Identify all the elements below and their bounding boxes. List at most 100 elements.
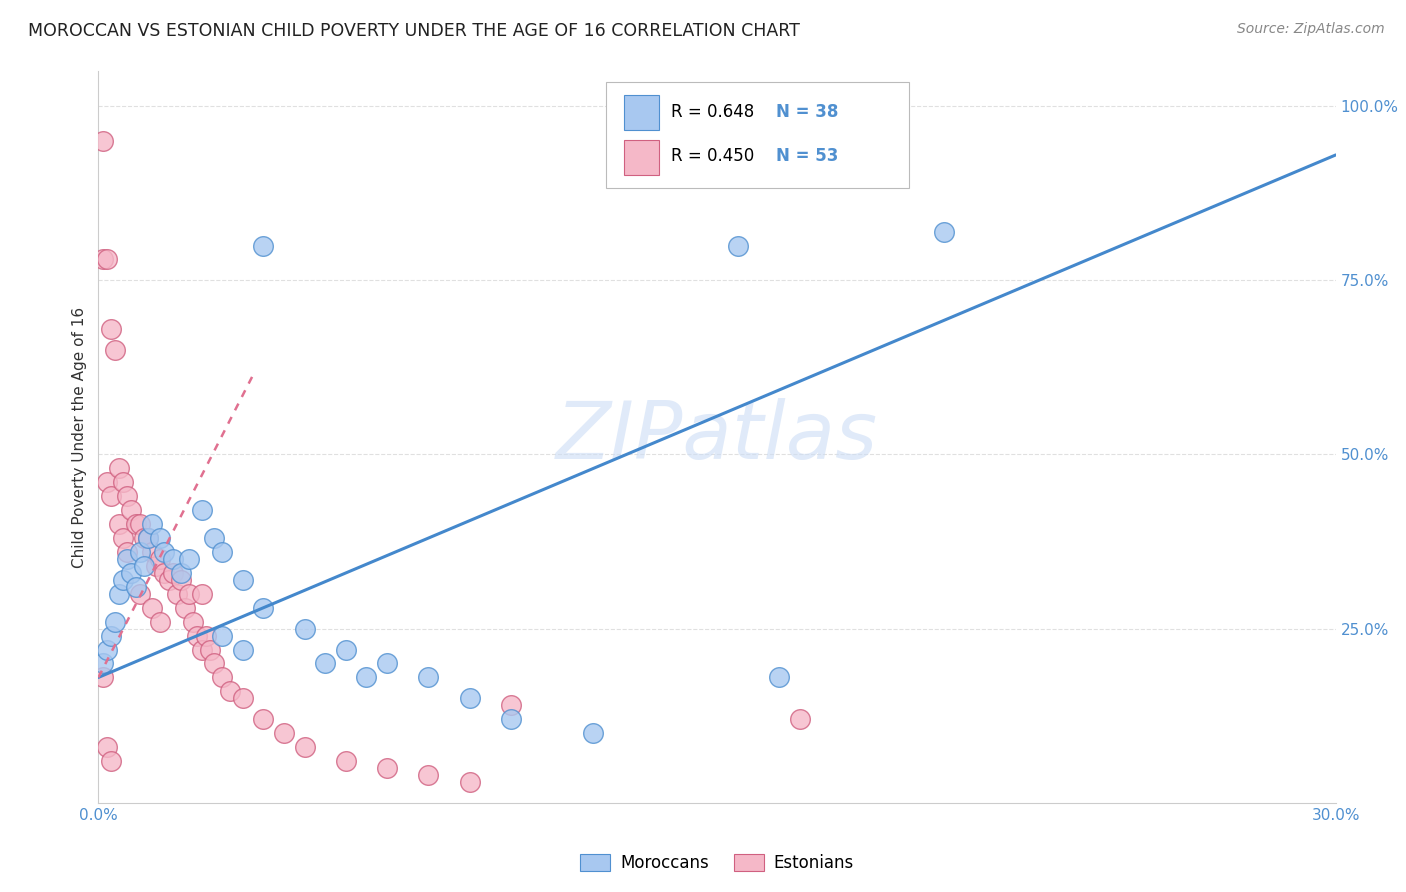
Point [141,600,163,615]
Point [91,657,114,671]
Point [418,768,440,782]
Point [91,252,114,267]
Point [100,629,122,643]
Point [768,670,790,684]
Point [104,615,127,629]
Text: N = 53: N = 53 [776,147,839,165]
Point [232,691,254,706]
Point [727,238,749,252]
Point [132,558,155,573]
Point [124,517,146,532]
Point [219,684,242,698]
Point [375,657,398,671]
Point [162,552,184,566]
Point [198,642,221,657]
Point [190,503,212,517]
Point [91,670,114,684]
Point [108,517,131,532]
Point [112,531,135,545]
Point [136,531,159,545]
Point [458,691,481,706]
Point [104,343,127,357]
Point [112,573,135,587]
Point [190,642,212,657]
Point [335,642,357,657]
Point [202,531,225,545]
Point [166,587,188,601]
Point [202,657,225,671]
Point [252,238,274,252]
Point [141,545,163,559]
Point [211,629,233,643]
Point [181,615,204,629]
Point [149,531,172,545]
Text: Source: ZipAtlas.com: Source: ZipAtlas.com [1237,22,1385,37]
Point [194,629,217,643]
Text: N = 38: N = 38 [776,103,839,121]
Point [153,545,176,559]
Point [190,587,212,601]
Point [582,726,605,740]
Text: MOROCCAN VS ESTONIAN CHILD POVERTY UNDER THE AGE OF 16 CORRELATION CHART: MOROCCAN VS ESTONIAN CHILD POVERTY UNDER… [28,22,800,40]
Point [145,558,167,573]
Point [117,552,139,566]
Point [100,489,122,503]
Point [96,475,118,490]
Point [335,754,357,768]
Point [273,726,295,740]
Point [117,545,139,559]
Point [932,225,955,239]
Point [499,698,522,713]
Point [174,600,197,615]
FancyBboxPatch shape [624,139,659,175]
FancyBboxPatch shape [624,95,659,130]
Point [112,475,135,490]
Point [132,531,155,545]
Point [96,642,118,657]
Point [100,754,122,768]
Point [117,489,139,503]
Point [128,517,150,532]
Text: R = 0.648: R = 0.648 [671,103,755,121]
Point [149,552,172,566]
Point [294,622,316,636]
Point [136,531,159,545]
Point [458,775,481,789]
Point [128,587,150,601]
Point [153,566,176,580]
Text: ZIPatlas: ZIPatlas [555,398,879,476]
Point [149,615,172,629]
Point [128,545,150,559]
Point [179,552,201,566]
Point [232,573,254,587]
Point [232,642,254,657]
Point [96,740,118,755]
Point [356,670,378,684]
Point [124,580,146,594]
Point [418,670,440,684]
Point [211,545,233,559]
Point [170,573,193,587]
Legend: Moroccans, Estonians: Moroccans, Estonians [574,847,860,879]
Point [211,670,233,684]
Point [108,587,131,601]
Point [314,657,336,671]
Point [96,252,118,267]
FancyBboxPatch shape [606,82,908,188]
Point [100,322,122,336]
Point [186,629,208,643]
Point [141,517,163,532]
Point [170,566,193,580]
Point [162,566,184,580]
Point [157,573,180,587]
Point [120,503,142,517]
Point [91,134,114,148]
Point [120,566,142,580]
Y-axis label: Child Poverty Under the Age of 16: Child Poverty Under the Age of 16 [72,307,87,567]
Point [375,761,398,775]
Point [179,587,201,601]
Point [108,461,131,475]
Point [252,712,274,726]
Point [789,712,811,726]
Point [499,712,522,726]
